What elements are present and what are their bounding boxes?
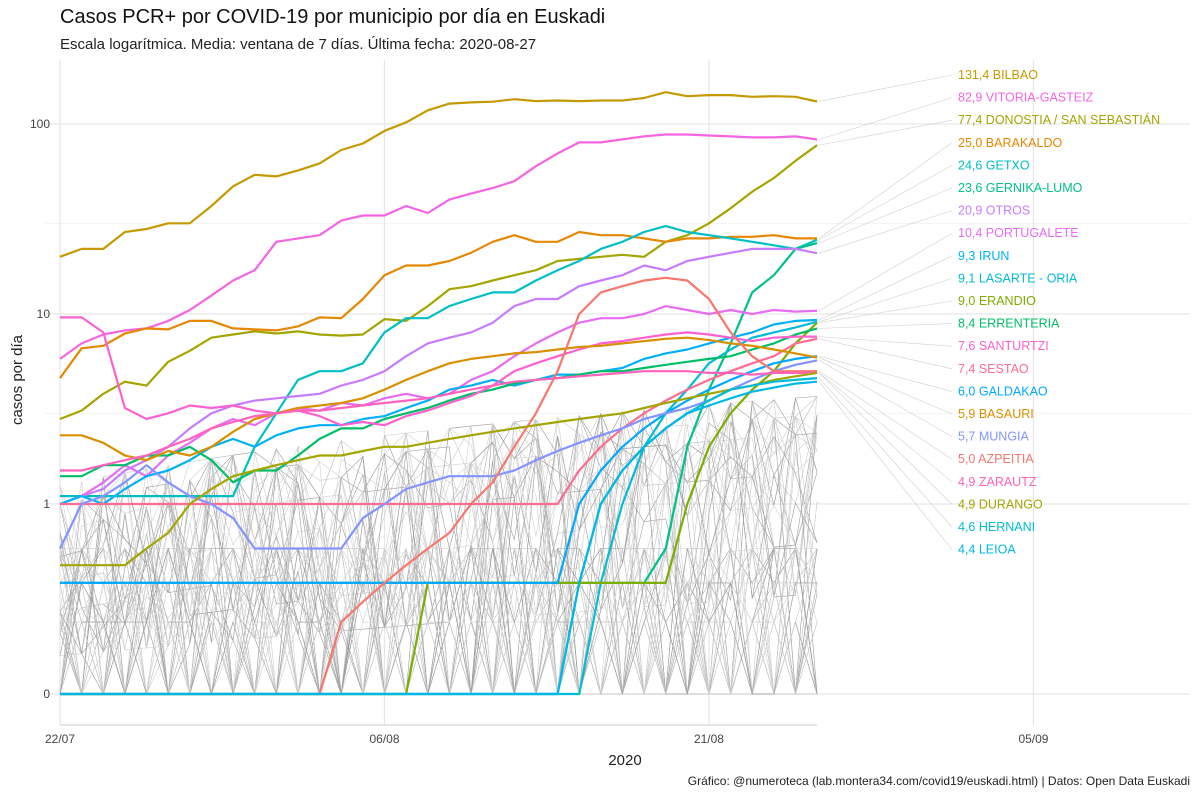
- label-leader-line: [818, 372, 953, 483]
- x-tick-label: 06/08: [369, 732, 399, 746]
- label-leader-line: [819, 323, 953, 329]
- series-label: 4,6 HERNANI: [958, 520, 1035, 534]
- series-label: 82,9 VITORIA-GASTEIZ: [958, 91, 1094, 105]
- background-municipality-line: [59, 412, 818, 696]
- x-axis-title: 2020: [608, 752, 641, 769]
- chart-caption: Gráfico: @numeroteca (lab.montera34.com/…: [687, 774, 1190, 788]
- series-line-donostia-san-sebasti-n: [59, 144, 818, 421]
- label-leader-line: [819, 74, 953, 102]
- background-municipality-line: [59, 548, 818, 696]
- series-line-vitoria-gasteiz: [59, 133, 818, 360]
- y-tick-label: 100: [30, 117, 50, 131]
- label-leader-line: [819, 210, 953, 254]
- label-leader-line: [818, 232, 953, 312]
- series-label: 9,3 IRUN: [958, 249, 1009, 263]
- y-tick-label: 10: [37, 307, 51, 321]
- background-municipality-line: [60, 547, 818, 696]
- series-label: 5,7 MUNGIA: [958, 430, 1030, 444]
- series-line-errenteria: [60, 327, 818, 484]
- series-line-getxo: [60, 225, 818, 498]
- series-line-sestao: [60, 337, 818, 506]
- series-label: 5,9 BASAURI: [958, 407, 1034, 421]
- series-line-galdakao: [60, 355, 818, 585]
- label-leader-line: [819, 119, 953, 146]
- series-lines: [59, 91, 818, 696]
- label-leader-line: [819, 336, 953, 347]
- label-leader-line: [818, 377, 953, 528]
- series-label: 5,0 AZPEITIA: [958, 452, 1034, 466]
- label-leader-line: [818, 372, 953, 505]
- series-label: 6,0 GALDAKAO: [958, 384, 1048, 398]
- background-municipality-line: [59, 416, 818, 695]
- series-label: 77,4 DONOSTIA / SAN SEBASTIÁN: [958, 112, 1160, 127]
- x-tick-label: 21/08: [694, 732, 724, 746]
- label-leader-line: [818, 360, 953, 437]
- series-line-mungia: [59, 359, 818, 550]
- series-line-bilbao: [59, 91, 818, 258]
- label-leader-line: [818, 142, 953, 239]
- series-label: 131,4 BILBAO: [958, 68, 1038, 82]
- series-label: 8,4 ERRENTERIA: [958, 317, 1060, 331]
- series-label: 7,6 SANTURTZI: [958, 339, 1049, 353]
- series-label: 24,6 GETXO: [958, 158, 1030, 172]
- label-leader-line: [819, 187, 953, 244]
- y-tick-labels: 0 1 10 100: [30, 117, 50, 701]
- chart-title: Casos PCR+ por COVID-19 por municipio po…: [60, 6, 606, 28]
- background-municipality-line: [59, 414, 818, 695]
- series-line-durango: [60, 371, 818, 567]
- series-label: 10,4 PORTUGALETE: [958, 226, 1079, 240]
- label-leader-line: [819, 278, 953, 323]
- background-municipality-line: [59, 434, 818, 695]
- label-leader-line: [818, 370, 953, 460]
- background-municipality-line: [59, 396, 818, 695]
- series-label: 9,0 ERANDIO: [958, 294, 1036, 308]
- y-tick-label: 0: [43, 687, 50, 701]
- label-leader-line: [819, 255, 953, 321]
- series-line-leioa: [60, 380, 818, 696]
- series-line-santurtzi: [60, 316, 818, 427]
- background-municipality-line: [59, 405, 818, 695]
- background-municipality-line: [59, 396, 818, 696]
- label-leader-line: [819, 357, 953, 415]
- chart-subtitle: Escala logarítmica. Media: ventana de 7 …: [60, 36, 537, 53]
- x-tick-label: 05/09: [1018, 732, 1048, 746]
- x-tick-labels: 22/07 06/08 21/08 05/09: [45, 732, 1049, 746]
- series-label: 9,1 LASARTE - ORIA: [958, 271, 1078, 285]
- series-line-zarautz: [60, 370, 818, 472]
- label-leader-line: [818, 381, 953, 550]
- series-label: 4,4 LEIOA: [958, 543, 1016, 557]
- label-leaders: [818, 74, 953, 550]
- series-line-barakaldo: [59, 230, 818, 379]
- x-tick-label: 22/07: [45, 732, 75, 746]
- background-municipality-line: [59, 402, 818, 695]
- series-labels: 131,4 BILBAO 82,9 VITORIA-GASTEIZ 77,4 DON…: [958, 68, 1160, 557]
- y-axis-title: casos por día: [9, 334, 26, 425]
- series-line-otros: [59, 247, 818, 506]
- label-leader-line: [819, 355, 953, 392]
- series-label: 25,0 BARAKALDO: [958, 136, 1062, 150]
- series-line-basauri: [60, 336, 818, 462]
- series-label: 20,9 OTROS: [958, 204, 1030, 218]
- label-leader-line: [818, 165, 953, 240]
- series-label: 7,4 SESTAO: [958, 362, 1029, 376]
- label-leader-line: [819, 300, 953, 323]
- background-municipality-line: [59, 402, 818, 695]
- series-label: 23,6 GERNIKA-LUMO: [958, 181, 1083, 195]
- series-label: 4,9 ZARAUTZ: [958, 475, 1037, 489]
- y-tick-label: 1: [43, 497, 50, 511]
- series-label: 4,9 DURANGO: [958, 497, 1043, 511]
- label-leader-line: [819, 97, 953, 140]
- label-leader-line: [819, 338, 953, 370]
